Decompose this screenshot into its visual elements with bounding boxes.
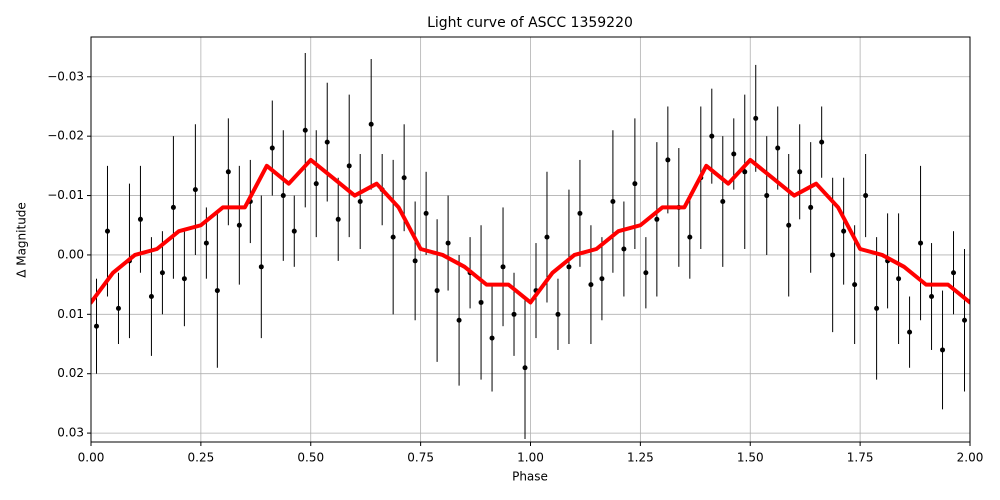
data-point [181, 276, 187, 282]
data-point [555, 311, 561, 317]
data-point [841, 228, 847, 234]
x-tick-label: 1.25 [627, 451, 654, 465]
data-point [511, 311, 517, 317]
data-point [808, 204, 814, 210]
data-point [654, 216, 660, 222]
data-point [478, 299, 484, 305]
y-tick-label: 0.01 [57, 307, 84, 321]
data-point [940, 347, 946, 353]
y-tick-label: 0.02 [57, 366, 84, 380]
data-point [258, 264, 264, 270]
data-point [786, 222, 792, 228]
data-point [324, 139, 330, 145]
x-axis-label: Phase [512, 470, 548, 484]
data-point [742, 169, 748, 175]
data-point [445, 240, 451, 246]
x-tick-label: 0.00 [78, 451, 105, 465]
data-point [962, 317, 968, 323]
data-point [588, 282, 594, 288]
data-point [610, 198, 616, 204]
data-point [907, 329, 913, 335]
grid [90, 37, 971, 442]
data-point [830, 252, 836, 258]
data-point [500, 264, 506, 270]
data-point [753, 115, 759, 121]
data-point [137, 216, 143, 222]
data-point [115, 305, 121, 311]
data-point [731, 151, 737, 157]
data-point [192, 187, 198, 193]
smoothed-curve [91, 157, 970, 305]
data-point [423, 210, 429, 216]
data-point [874, 305, 880, 311]
x-tick-label: 1.75 [847, 451, 874, 465]
data-point [346, 163, 352, 169]
data-point [929, 294, 935, 300]
data-point [214, 288, 220, 294]
y-tick-label: 0.03 [57, 426, 84, 440]
x-tick-label: 0.50 [297, 451, 324, 465]
data-point [434, 288, 440, 294]
data-point [643, 270, 649, 276]
data-point [544, 234, 550, 240]
y-tick-label: −0.02 [47, 129, 84, 143]
y-tick-label: −0.03 [47, 69, 84, 83]
data-point [236, 222, 242, 228]
data-point [720, 198, 726, 204]
x-tick-label: 0.75 [407, 451, 434, 465]
data-point [390, 234, 396, 240]
ticks: 0.00 0.25 0.50 0.75 1.00 1.25 1.50 1.75 2.00 −0.0… [47, 69, 983, 464]
data-point [269, 145, 275, 151]
x-tick-label: 1.50 [737, 451, 764, 465]
data-point [456, 317, 462, 323]
data-point [621, 246, 627, 252]
data-point [709, 133, 715, 139]
x-tick-label: 2.00 [957, 451, 984, 465]
data-point [577, 210, 583, 216]
data-point [918, 240, 924, 246]
data-point [148, 294, 154, 300]
data-point [489, 335, 495, 341]
data-point [687, 234, 693, 240]
chart-title: Light curve of ASCC 1359220 [427, 15, 633, 31]
data-point [852, 282, 858, 288]
data-point [93, 323, 99, 329]
data-point [412, 258, 418, 264]
y-tick-label: −0.01 [47, 188, 84, 202]
data-point [170, 204, 176, 210]
data-point [797, 169, 803, 175]
data-point [159, 270, 165, 276]
data-point [104, 228, 110, 234]
data-point [335, 216, 341, 222]
x-tick-label: 1.00 [517, 451, 544, 465]
y-tick-label: 0.00 [57, 247, 84, 261]
data-point [291, 228, 297, 234]
data-point [522, 365, 528, 371]
data-point [951, 270, 957, 276]
data-point [302, 127, 308, 133]
data-point [863, 193, 869, 199]
data-point [764, 193, 770, 199]
data-point [280, 193, 286, 199]
plot-area [91, 53, 970, 440]
data-point [368, 121, 374, 127]
data-point [896, 276, 902, 282]
data-point [401, 175, 407, 181]
x-tick-label: 0.25 [188, 451, 215, 465]
data-point [632, 181, 638, 187]
data-point [665, 157, 671, 163]
data-point [203, 240, 209, 246]
data-point [599, 276, 605, 282]
data-point [313, 181, 319, 187]
y-axis-label: Δ Magnitude [15, 202, 29, 278]
data-point [775, 145, 781, 151]
data-point [819, 139, 825, 145]
data-point [225, 169, 231, 175]
data-point [357, 198, 363, 204]
data-point [566, 264, 572, 270]
